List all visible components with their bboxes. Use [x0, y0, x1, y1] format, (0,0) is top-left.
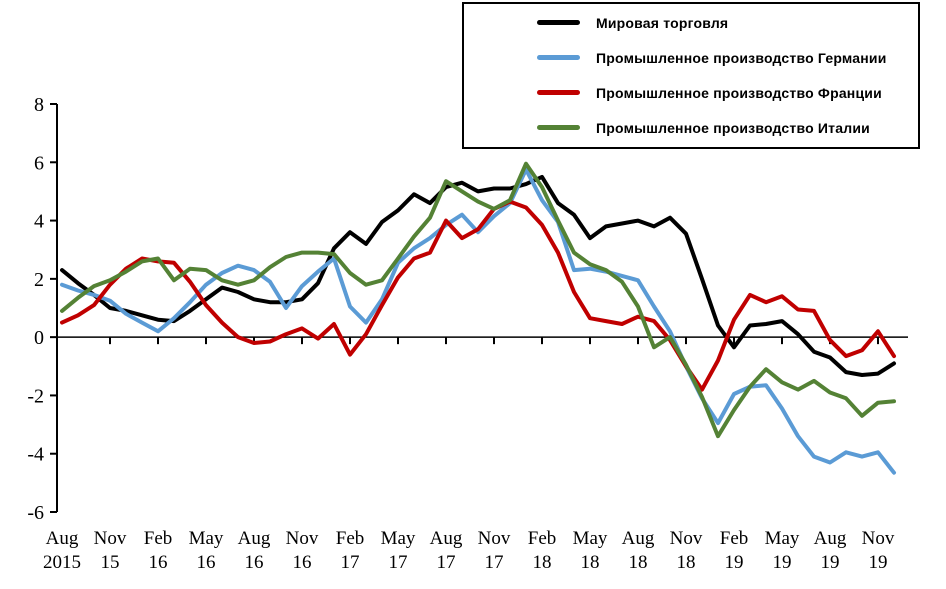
y-tick-label: 8	[34, 94, 44, 116]
x-tick-label-month: May	[381, 528, 416, 549]
x-tick-label-year: 19	[821, 552, 840, 573]
legend: Мировая торговля Промышленное производст…	[462, 2, 920, 149]
x-tick-label-year: 18	[677, 552, 696, 573]
x-tick-label-month: May	[189, 528, 224, 549]
x-tick-label-month: Nov	[862, 528, 895, 549]
x-tick-label-year: 17	[389, 552, 408, 573]
x-tick-label-year: 17	[341, 552, 360, 573]
x-tick-label-month: Aug	[46, 528, 79, 549]
x-tick-label-year: 16	[293, 552, 312, 573]
x-tick-label-year: 19	[773, 552, 792, 573]
legend-line-sample-france	[537, 90, 580, 95]
legend-item-world-trade: Мировая торговля	[464, 5, 918, 40]
x-tick-label-month: Aug	[622, 528, 655, 549]
legend-label-italy: Промышленное производство Италии	[596, 119, 870, 136]
x-tick-label-month: Feb	[336, 528, 365, 549]
x-tick-label-year: 19	[869, 552, 888, 573]
x-tick-label-year: 18	[581, 552, 600, 573]
x-tick-label-year: 19	[725, 552, 744, 573]
series-line-germany	[60, 167, 896, 475]
legend-line-sample-italy	[537, 125, 580, 130]
series-line-italy	[60, 161, 896, 439]
y-tick-label: 6	[34, 152, 44, 174]
legend-item-germany: Промышленное производство Германии	[464, 40, 918, 75]
legend-label-world-trade: Мировая торговля	[596, 14, 729, 31]
series-line-world-trade	[60, 174, 896, 377]
x-tick-label-year: 17	[485, 552, 504, 573]
x-tick-label-month: Feb	[528, 528, 557, 549]
x-tick-label-year: 16	[149, 552, 168, 573]
x-tick-label-month: Feb	[144, 528, 173, 549]
legend-line-sample-germany	[537, 55, 580, 60]
legend-item-italy: Промышленное производство Италии	[464, 110, 918, 145]
x-tick-label-month: Aug	[430, 528, 463, 549]
x-tick-label-month: Nov	[94, 528, 127, 549]
x-tick-label-year: 18	[533, 552, 552, 573]
x-tick-label-year: 16	[245, 552, 264, 573]
legend-line-sample-world-trade	[537, 20, 580, 25]
x-tick-label-month: May	[573, 528, 608, 549]
x-tick-label-year: 2015	[43, 552, 81, 573]
legend-item-france: Промышленное производство Франции	[464, 75, 918, 110]
y-tick-label: 0	[34, 327, 44, 349]
y-tick-label: -6	[27, 502, 44, 524]
x-tick-label-month: Nov	[670, 528, 703, 549]
legend-label-germany: Промышленное производство Германии	[596, 49, 887, 66]
x-tick-label-month: Nov	[286, 528, 319, 549]
x-tick-label-year: 16	[197, 552, 216, 573]
x-tick-label-year: 17	[437, 552, 456, 573]
series-line-france	[60, 199, 896, 392]
x-tick-label-month: Nov	[478, 528, 511, 549]
x-tick-label-month: Aug	[814, 528, 847, 549]
y-tick-label: -2	[27, 385, 44, 407]
x-tick-label-year: 15	[101, 552, 120, 573]
x-tick-label-month: Feb	[720, 528, 749, 549]
x-tick-label-year: 18	[629, 552, 648, 573]
y-tick-label: -4	[27, 444, 44, 466]
legend-label-france: Промышленное производство Франции	[596, 84, 882, 101]
x-tick-label-month: May	[765, 528, 800, 549]
y-tick-label: 4	[34, 211, 44, 233]
y-tick-label: 2	[34, 269, 44, 291]
x-tick-label-month: Aug	[238, 528, 271, 549]
